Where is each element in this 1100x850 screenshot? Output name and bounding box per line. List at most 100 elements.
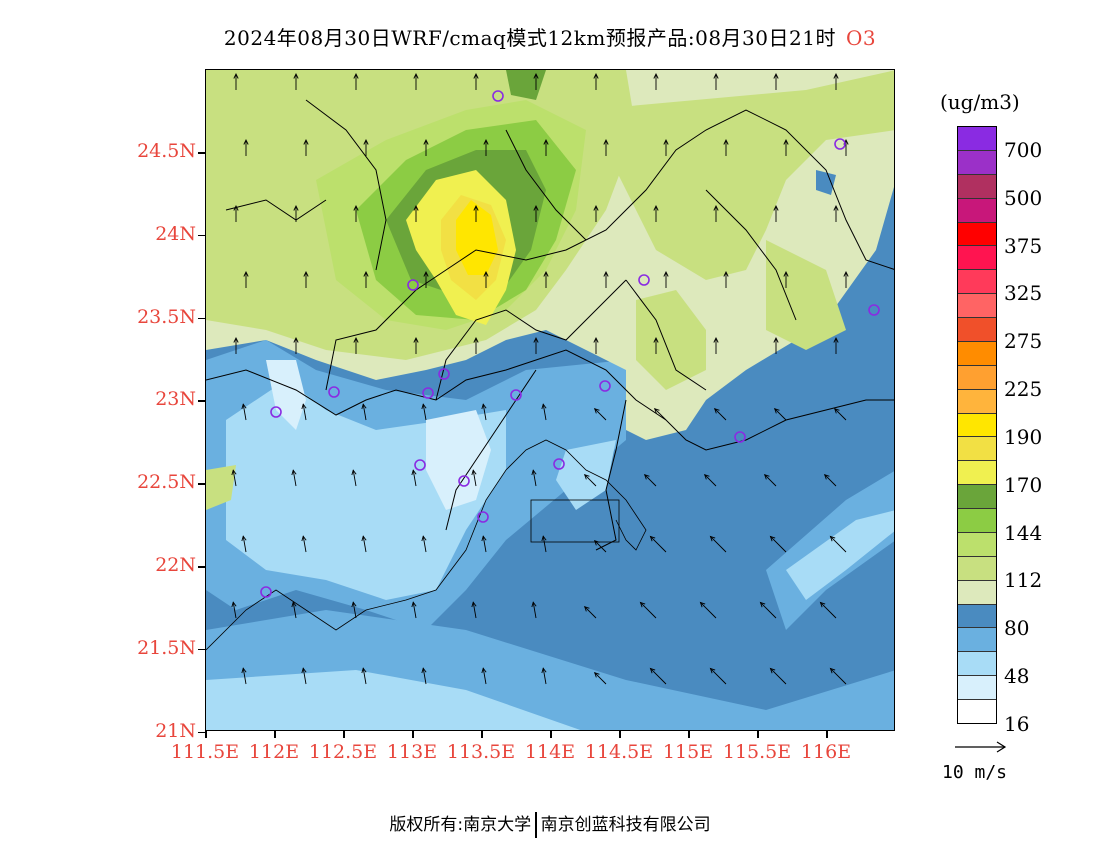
station-marker[interactable] xyxy=(553,458,565,470)
wind-arrow-head xyxy=(351,469,357,476)
wind-arrow-head xyxy=(421,403,427,410)
wind-arrow-head xyxy=(829,667,836,674)
legend-swatch xyxy=(958,580,996,605)
wind-arrow-head xyxy=(783,270,789,277)
station-marker[interactable] xyxy=(422,387,434,399)
wind-arrow-head xyxy=(231,469,237,476)
wind-arrow-head xyxy=(783,138,789,145)
station-marker[interactable] xyxy=(407,279,419,291)
lat-label-0: 24.5N xyxy=(137,140,196,162)
lat-tick xyxy=(198,648,205,651)
legend-swatch xyxy=(958,365,996,390)
lake-east xyxy=(816,170,836,195)
legend-swatch xyxy=(958,413,996,438)
wind-arrow xyxy=(714,408,727,421)
lat-tick xyxy=(198,400,205,402)
white-spot-west xyxy=(266,360,306,430)
wind-arrow-head xyxy=(543,138,549,145)
station-marker[interactable] xyxy=(260,586,272,598)
legend-label-112: 112 xyxy=(1004,568,1043,593)
lon-label-8: 115.5E xyxy=(722,741,792,763)
color-legend xyxy=(957,126,997,724)
wind-arrow xyxy=(302,404,307,421)
wind-arrow xyxy=(834,408,847,421)
land-north-east xyxy=(586,70,894,280)
wind-arrow-head xyxy=(243,270,249,277)
wind-arrow xyxy=(770,668,787,685)
lat-tick xyxy=(198,483,205,485)
legend-label-144: 144 xyxy=(1004,520,1043,545)
wind-arrow xyxy=(584,606,597,619)
wind-arrow-head xyxy=(583,473,590,480)
lat-label-1: 24N xyxy=(155,222,196,245)
wind-arrow-head xyxy=(663,138,669,145)
wind-arrow-head xyxy=(709,667,716,674)
station-marker[interactable] xyxy=(270,406,282,418)
lat-label-2: 23.5N xyxy=(137,305,196,328)
wind-arrow xyxy=(542,536,547,553)
station-marker[interactable] xyxy=(834,138,846,150)
wind-arrow xyxy=(292,602,297,619)
footer-separator xyxy=(535,812,537,838)
legend-swatch xyxy=(958,509,996,533)
legend-swatch xyxy=(958,485,996,509)
legend-label-170: 170 xyxy=(1004,472,1043,497)
stations xyxy=(260,90,880,598)
station-marker[interactable] xyxy=(734,431,746,443)
station-marker[interactable] xyxy=(414,459,426,471)
wind-arrow-head xyxy=(533,72,539,79)
legend-swatch xyxy=(958,700,996,723)
wind-arrow-head xyxy=(653,407,660,414)
wind-arrow xyxy=(654,408,667,421)
wind-arrow-head xyxy=(241,403,247,410)
wind-arrow-head xyxy=(353,204,359,211)
station-marker[interactable] xyxy=(638,274,650,286)
lon-tick xyxy=(550,731,552,738)
wind-arrow xyxy=(770,536,787,553)
wind-arrow-head xyxy=(593,671,600,678)
wind-arrow-head xyxy=(353,336,359,343)
lon-label-2: 112.5E xyxy=(308,741,378,763)
wind-arrow xyxy=(584,474,597,487)
wind-arrow xyxy=(542,668,547,685)
legend-swatch xyxy=(958,341,996,366)
lat-tick xyxy=(198,234,205,237)
station-marker[interactable] xyxy=(510,389,522,401)
wind-arrow-head xyxy=(773,204,779,211)
lat-tick xyxy=(198,152,205,154)
station-marker[interactable] xyxy=(328,386,340,398)
legend-label-700: 700 xyxy=(1004,137,1043,162)
wind-arrow-head xyxy=(583,605,590,612)
wind-arrow xyxy=(242,404,247,421)
lon-tick xyxy=(826,731,828,738)
wind-arrow-head xyxy=(301,667,307,674)
wind-arrow-head xyxy=(473,336,479,343)
legend-swatch xyxy=(958,437,996,462)
wind-arrow-head xyxy=(301,535,307,542)
lat-tick xyxy=(198,731,205,734)
wind-arrow-head xyxy=(759,601,766,608)
forecast-map[interactable] xyxy=(205,69,895,731)
land-inner-patch xyxy=(636,290,706,390)
wind-arrow-head xyxy=(593,336,599,343)
wind-arrow-head xyxy=(291,469,297,476)
station-marker[interactable] xyxy=(477,511,489,523)
wind-arrow xyxy=(542,404,547,421)
legend-label-275: 275 xyxy=(1004,329,1043,354)
wind-arrow xyxy=(704,474,717,487)
station-marker[interactable] xyxy=(438,368,450,380)
wind-arrow-head xyxy=(639,601,646,608)
wind-arrow xyxy=(820,602,837,619)
wind-arrow-head xyxy=(653,72,659,79)
station-marker[interactable] xyxy=(599,380,611,392)
station-marker[interactable] xyxy=(868,304,880,316)
wind-arrow xyxy=(242,668,247,685)
wind-arrow xyxy=(422,404,427,421)
wind-arrow-head xyxy=(231,601,237,608)
wind-arrow-head xyxy=(769,535,776,542)
station-marker[interactable] xyxy=(492,90,504,102)
wind-arrow xyxy=(532,602,537,619)
station-marker[interactable] xyxy=(458,475,470,487)
legend-label-80: 80 xyxy=(1004,616,1030,641)
wind-arrow-head xyxy=(351,601,357,608)
